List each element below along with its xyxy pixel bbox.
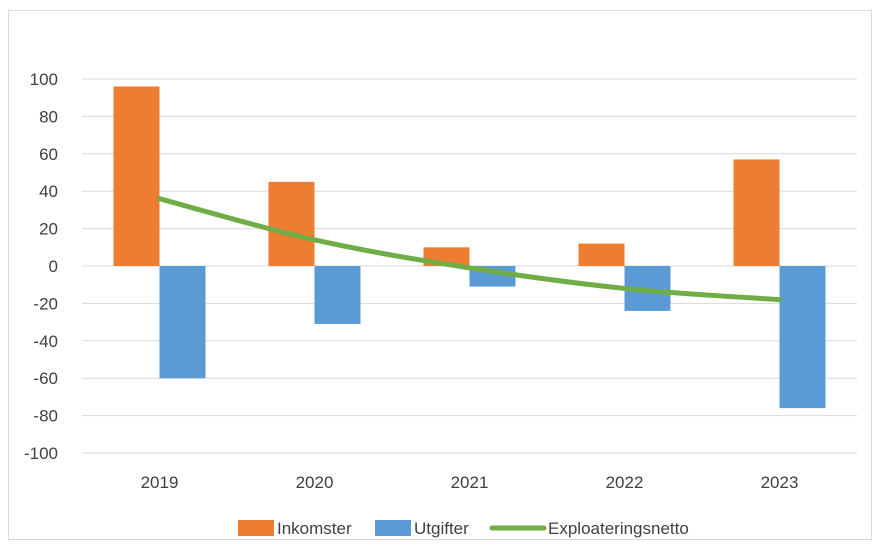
legend-swatch-inkomster [238, 520, 274, 536]
y-tick-label: 80 [39, 107, 58, 126]
legend: Inkomster Utgifter Exploateringsnetto [238, 519, 689, 538]
y-tick-label: -40 [33, 332, 58, 351]
y-tick-label: 20 [39, 220, 58, 239]
bar-utgifter-2023 [779, 266, 826, 409]
x-tick-label: 2021 [451, 473, 489, 492]
chart-frame [8, 10, 872, 540]
x-tick-label: 2022 [606, 473, 644, 492]
legend-swatch-utgifter [375, 520, 411, 536]
bar-inkomster-2022 [578, 243, 625, 266]
line-exploateringsnetto [157, 196, 782, 303]
line-series [157, 196, 782, 303]
bar-utgifter-2020 [314, 266, 361, 324]
x-tick-label: 2020 [296, 473, 334, 492]
bar-inkomster-2019 [113, 86, 160, 266]
bar-inkomster-2023 [733, 159, 780, 266]
y-tick-label: 100 [30, 70, 58, 89]
x-tick-label: 2019 [141, 473, 179, 492]
bar-inkomster-2020 [268, 181, 315, 266]
legend-label-exploateringsnetto: Exploateringsnetto [548, 519, 689, 538]
gridlines [82, 78, 857, 454]
legend-label-utgifter: Utgifter [414, 519, 469, 538]
legend-label-inkomster: Inkomster [277, 519, 352, 538]
x-axis-ticks: 2019 2020 2021 2022 2023 [141, 473, 799, 492]
bars [113, 86, 826, 409]
y-tick-label: 40 [39, 182, 58, 201]
y-tick-label: -100 [24, 444, 58, 463]
x-tick-label: 2023 [761, 473, 799, 492]
y-tick-label: 60 [39, 145, 58, 164]
y-tick-label: -20 [33, 294, 58, 313]
y-tick-label: -80 [33, 407, 58, 426]
y-tick-label: 0 [49, 257, 58, 276]
y-axis-ticks: 100 80 60 40 20 0 -20 -40 -60 -80 -100 [24, 70, 58, 463]
bar-utgifter-2019 [159, 266, 206, 379]
y-tick-label: -60 [33, 369, 58, 388]
